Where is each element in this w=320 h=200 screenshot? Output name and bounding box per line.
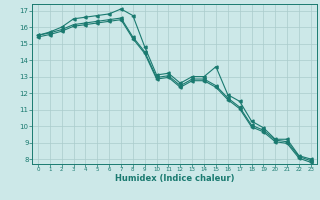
X-axis label: Humidex (Indice chaleur): Humidex (Indice chaleur) [115,174,234,183]
